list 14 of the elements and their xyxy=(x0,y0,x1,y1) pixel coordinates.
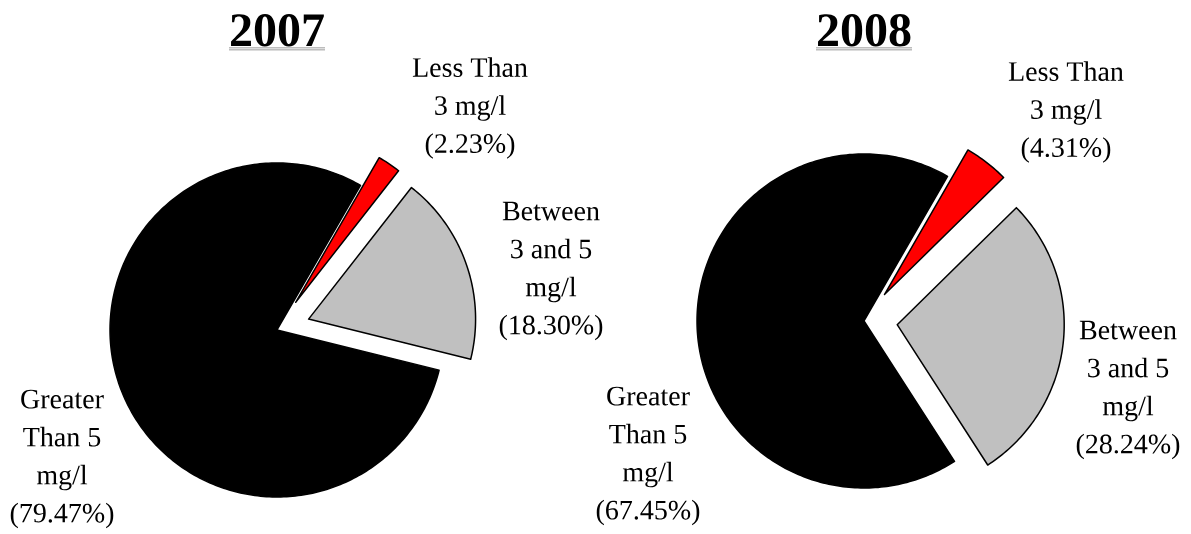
data-label: (67.45%) xyxy=(596,499,700,526)
chart-title: 2007 xyxy=(231,14,324,47)
data-label: (79.47%) xyxy=(10,502,114,529)
slice-label: Less Than 3 mg/l xyxy=(1008,61,1124,125)
chart-title: 2008 xyxy=(818,14,911,47)
slice-label: Less Than 3 mg/l xyxy=(412,57,528,121)
data-label: (28.24%) xyxy=(1076,433,1180,460)
data-label: (18.30%) xyxy=(499,314,603,341)
slice-label: Greater Than 5 mg/l xyxy=(607,386,690,488)
slice-label: Between 3 and 5 mg/l xyxy=(502,201,600,303)
slice-label: Greater Than 5 mg/l xyxy=(21,389,104,491)
data-label: (4.31%) xyxy=(1021,137,1111,163)
data-label: (2.23%) xyxy=(425,133,515,159)
slice-label: Between 3 and 5 mg/l xyxy=(1079,320,1177,422)
